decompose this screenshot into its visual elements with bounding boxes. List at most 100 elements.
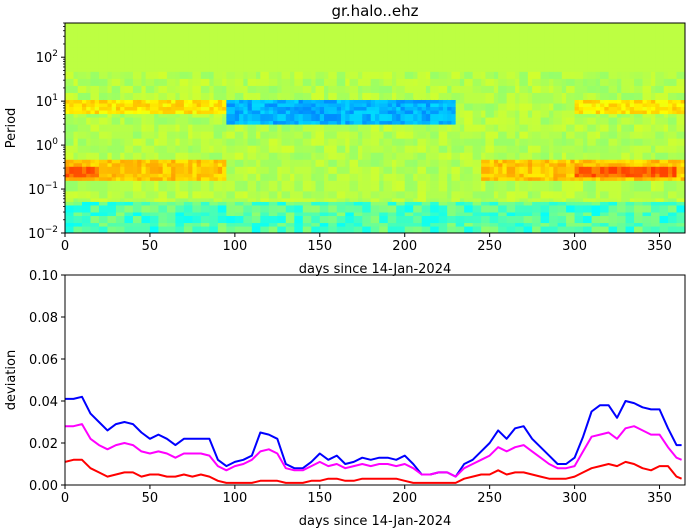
heatmap-cell — [294, 88, 300, 93]
heatmap-cell — [217, 180, 223, 185]
heatmap-cell — [268, 81, 274, 86]
heatmap-cell — [413, 74, 419, 79]
heatmap-cell — [209, 102, 215, 108]
heatmap-cell — [188, 102, 193, 108]
heatmap-cell — [120, 106, 126, 111]
heatmap-cell — [307, 74, 312, 79]
heatmap-cell — [183, 57, 189, 62]
heatmap-cell — [408, 95, 414, 100]
heatmap-cell — [171, 208, 177, 213]
heatmap-cell — [243, 109, 249, 115]
heatmap-cell — [73, 204, 79, 209]
heatmap-cell — [277, 141, 283, 146]
heatmap-cell — [256, 32, 261, 37]
heatmap-cell — [65, 25, 70, 30]
heatmap-cell — [124, 64, 130, 69]
heatmap-cell — [205, 57, 210, 62]
heatmap-cell — [77, 116, 83, 122]
heatmap-cell — [179, 43, 185, 48]
heatmap-cell — [298, 169, 304, 174]
heatmap-cell — [375, 85, 380, 90]
heatmap-cell — [209, 92, 215, 97]
heatmap-cell — [413, 225, 419, 231]
heatmap-cell — [175, 85, 181, 90]
heatmap-cell — [319, 201, 325, 206]
heatmap-cell — [98, 204, 104, 209]
heatmap-cell — [188, 201, 193, 206]
heatmap-cell — [375, 208, 380, 213]
heatmap-cell — [200, 36, 206, 41]
heatmap-cell — [264, 113, 270, 118]
heatmap-cell — [239, 201, 244, 206]
heatmap-cell — [273, 211, 278, 217]
heatmap-cell — [391, 225, 397, 231]
heatmap-cell — [154, 113, 160, 118]
heatmap-cell — [243, 229, 249, 233]
heatmap-cell — [324, 180, 329, 185]
heatmap-cell — [379, 215, 385, 220]
heatmap-cell — [251, 134, 257, 139]
heatmap-cell — [256, 116, 261, 122]
heatmap-cell — [290, 145, 295, 150]
heatmap-cell — [226, 201, 232, 206]
heatmap-cell — [247, 57, 253, 62]
heatmap-cell — [239, 39, 244, 44]
heatmap-cell — [166, 116, 172, 122]
heatmap-cell — [120, 183, 126, 188]
heatmap-cell — [328, 67, 334, 72]
heatmap-cell — [358, 229, 363, 233]
heatmap-cell — [358, 57, 363, 62]
heatmap-cell — [370, 95, 376, 100]
heatmap-cell — [391, 43, 397, 48]
heatmap-cell — [86, 36, 92, 41]
heatmap-cell — [387, 131, 393, 136]
heatmap-cell — [273, 166, 278, 171]
heatmap-cell — [315, 159, 321, 164]
heatmap-cell — [222, 88, 227, 93]
heatmap-cell — [98, 102, 104, 108]
heatmap-cell — [315, 173, 321, 178]
heatmap-cell — [324, 141, 329, 146]
heatmap-cell — [345, 39, 351, 44]
heatmap-cell — [251, 169, 257, 174]
heatmap-cell — [154, 85, 160, 90]
heatmap-cell — [239, 215, 244, 220]
heatmap-cell — [375, 67, 380, 72]
heatmap-cell — [319, 162, 325, 167]
heatmap-cell — [285, 131, 291, 136]
heatmap-cell — [103, 109, 109, 115]
heatmap-cell — [285, 215, 291, 220]
heatmap-cell — [400, 225, 406, 231]
heatmap-cell — [162, 60, 168, 65]
heatmap-cell — [256, 222, 261, 227]
heatmap-cell — [353, 116, 359, 122]
heatmap-cell — [175, 159, 181, 164]
heatmap-cell — [315, 109, 321, 115]
heatmap-cell — [251, 120, 257, 125]
heatmap-cell — [124, 173, 130, 178]
heatmap-cell — [94, 152, 100, 157]
heatmap-cell — [158, 106, 164, 111]
heatmap-cell — [379, 162, 385, 167]
heatmap-cell — [370, 99, 376, 104]
heatmap-cell — [400, 222, 406, 227]
heatmap-cell — [277, 50, 283, 55]
heatmap-cell — [192, 29, 198, 34]
heatmap-cell — [137, 138, 143, 143]
heatmap-cell — [408, 23, 414, 27]
heatmap-cell — [281, 194, 287, 199]
heatmap-cell — [311, 127, 317, 132]
heatmap-cell — [137, 57, 143, 62]
heatmap-cell — [375, 29, 380, 34]
heatmap-cell — [213, 124, 219, 129]
heatmap-cell — [73, 211, 79, 217]
heatmap-cell — [277, 25, 283, 30]
heatmap-cell — [277, 74, 283, 79]
heatmap-cell — [362, 211, 368, 217]
heatmap-cell — [277, 131, 283, 136]
heatmap-cell — [417, 201, 423, 206]
heatmap-cell — [375, 109, 380, 115]
heatmap-cell — [124, 46, 130, 51]
heatmap-cell — [332, 113, 338, 118]
heatmap-cell — [188, 88, 193, 93]
